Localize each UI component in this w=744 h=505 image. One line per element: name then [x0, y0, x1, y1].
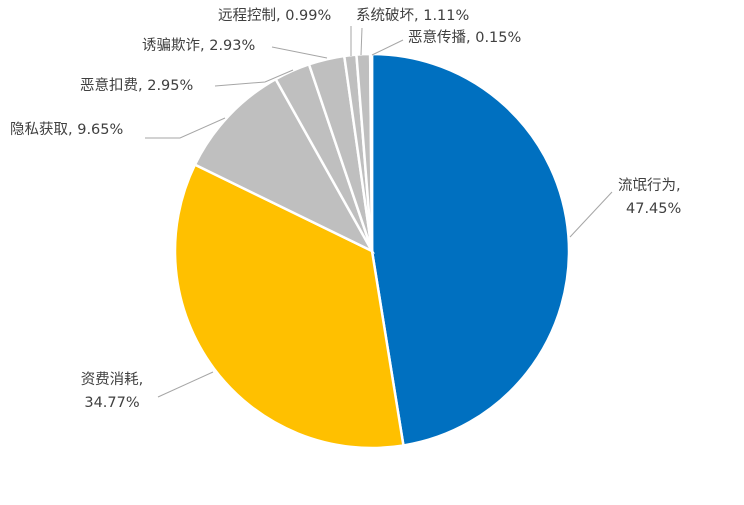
- pie-slice-8: [368, 52, 374, 252]
- leader-line-2: [157, 371, 214, 398]
- data-label-3: 隐私获取, 9.65%: [10, 121, 123, 138]
- pie-slice-3: [193, 77, 376, 254]
- leader-line-5: [271, 46, 328, 59]
- data-label-4: 恶意扣费, 2.95%: [80, 76, 193, 94]
- data-label-8: 恶意传播, 0.15%: [408, 28, 521, 46]
- leader-line-1: [569, 191, 613, 238]
- leader-line-8: [371, 39, 404, 56]
- data-label-7: 系统破坏, 1.11%: [356, 7, 469, 24]
- pie-slice-1: [370, 52, 571, 447]
- data-label-5: 诱骗欺诈, 2.93%: [142, 37, 255, 54]
- pie-slice-2: [173, 162, 405, 450]
- data-label-1: 流氓行为, 47.45%: [618, 177, 681, 217]
- leader-line-4: [214, 69, 294, 87]
- data-label-2: 资费消耗, 34.77%: [81, 371, 144, 411]
- leader-line-3: [145, 117, 226, 139]
- data-label-6: 远程控制, 0.99%: [218, 7, 331, 24]
- leader-line-7: [360, 27, 363, 56]
